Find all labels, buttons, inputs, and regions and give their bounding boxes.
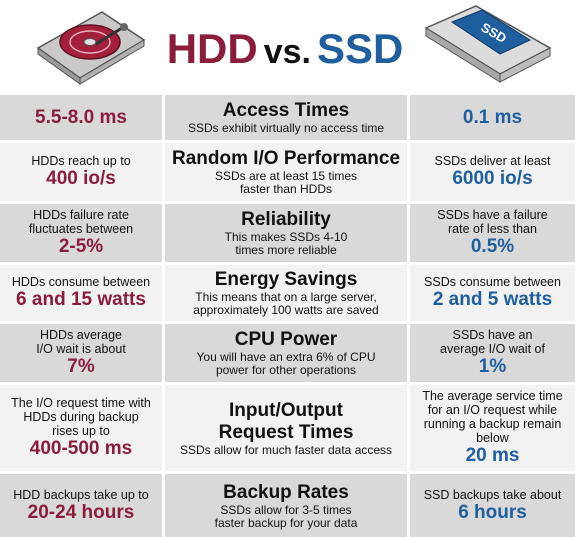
ssd-note: SSDs have an average I/O wait of (440, 328, 545, 356)
metric-title: Random I/O Performance (171, 148, 401, 169)
table-row: HDDs consume between 6 and 15 watts Ener… (0, 262, 575, 321)
metric-cell: Energy Savings This means that on a larg… (165, 265, 410, 321)
hdd-value: 2-5% (58, 236, 104, 257)
hdd-value: 7% (67, 356, 95, 377)
table-row: 5.5-8.0 ms Access Times SSDs exhibit vir… (0, 92, 575, 140)
metric-description: This makes SSDs 4-10 times more reliable (224, 230, 348, 257)
ssd-note: The average service time for an I/O requ… (422, 389, 563, 445)
metric-title: Input/Output Request Times (218, 399, 354, 443)
hdd-value: 400-500 ms (29, 438, 133, 459)
metric-description: You will have an extra 6% of CPU power f… (196, 350, 376, 377)
ssd-value: 6000 io/s (452, 168, 533, 189)
ssd-note: SSDs deliver at least (434, 154, 551, 168)
hdd-value: 5.5-8.0 ms (35, 106, 127, 128)
hdd-note: HDDs reach up to (31, 154, 131, 168)
ssd-value: 0.1 ms (462, 106, 523, 128)
metric-description: SSDs are at least 15 times faster than H… (214, 169, 358, 196)
hdd-cell: HDD backups take up to 20-24 hours (0, 474, 165, 537)
ssd-note: SSD backups take about (423, 487, 562, 502)
metric-cell: Backup Rates SSDs allow for 3-5 times fa… (165, 474, 410, 537)
ssd-value: 2 and 5 watts (432, 289, 553, 310)
ssd-cell: 0.1 ms (410, 95, 575, 140)
ssd-value: 6 hours (458, 501, 527, 523)
hdd-cell: HDDs reach up to 400 io/s (0, 143, 165, 201)
table-row: HDDs reach up to 400 io/s Random I/O Per… (0, 140, 575, 201)
hdd-note: HDD backups take up to (13, 487, 149, 502)
ssd-note: SSDs consume between (424, 275, 561, 289)
ssd-illustration-icon: SSD (424, 5, 552, 83)
hdd-note: HDDs average I/O wait is about (36, 328, 126, 356)
hdd-note: HDDs consume between (11, 275, 151, 289)
metric-cell: Random I/O Performance SSDs are at least… (165, 143, 410, 201)
hdd-cell: 5.5-8.0 ms (0, 95, 165, 140)
hdd-value: 20-24 hours (27, 501, 135, 523)
ssd-cell: SSDs have an average I/O wait of 1% (410, 324, 575, 382)
ssd-value: 0.5% (470, 236, 515, 257)
header: HDD vs. SSD SSD (0, 0, 575, 92)
table-row: HDD backups take up to 20-24 hours Backu… (0, 471, 575, 537)
metric-cell: Access Times SSDs exhibit virtually no a… (165, 95, 410, 140)
metric-title: Energy Savings (214, 269, 358, 290)
hdd-cell: HDDs average I/O wait is about 7% (0, 324, 165, 382)
metric-cell: Input/Output Request Times SSDs allow fo… (165, 385, 410, 471)
metric-description: SSDs allow for 3-5 times faster backup f… (214, 502, 358, 530)
ssd-cell: SSDs deliver at least 6000 io/s (410, 143, 575, 201)
page-title: HDD vs. SSD (150, 24, 420, 74)
ssd-cell: SSDs consume between 2 and 5 watts (410, 265, 575, 321)
table-row: The I/O request time with HDDs during ba… (0, 382, 575, 471)
ssd-cell: The average service time for an I/O requ… (410, 385, 575, 471)
metric-description: This means that on a large server, appro… (193, 290, 379, 317)
metric-title: Reliability (241, 209, 331, 230)
metric-cell: Reliability This makes SSDs 4-10 times m… (165, 204, 410, 262)
hdd-note: HDDs failure rate fluctuates between (28, 208, 134, 236)
hdd-cell: HDDs consume between 6 and 15 watts (0, 265, 165, 321)
title-vs: vs. (263, 33, 311, 71)
table-row: HDDs failure rate fluctuates between 2-5… (0, 201, 575, 262)
table-row: HDDs average I/O wait is about 7% CPU Po… (0, 321, 575, 382)
metric-description: SSDs exhibit virtually no access time (187, 121, 385, 135)
comparison-table: 5.5-8.0 ms Access Times SSDs exhibit vir… (0, 92, 575, 537)
hdd-cell: The I/O request time with HDDs during ba… (0, 385, 165, 471)
metric-description: SSDs allow for much faster data access (179, 442, 393, 457)
metric-title: Backup Rates (223, 481, 349, 503)
hdd-value: 400 io/s (46, 168, 116, 189)
metric-cell: CPU Power You will have an extra 6% of C… (165, 324, 410, 382)
title-ssd: SSD (316, 25, 404, 72)
ssd-value: 20 ms (465, 445, 520, 466)
hdd-note: The I/O request time with HDDs during ba… (11, 396, 151, 438)
metric-title: Access Times (222, 100, 350, 121)
ssd-cell: SSD backups take about 6 hours (410, 474, 575, 537)
hdd-cell: HDDs failure rate fluctuates between 2-5… (0, 204, 165, 262)
hdd-value: 6 and 15 watts (16, 289, 146, 310)
ssd-cell: SSDs have a failure rate of less than 0.… (410, 204, 575, 262)
title-hdd: HDD (166, 25, 258, 72)
ssd-note: SSDs have a failure rate of less than (437, 208, 548, 236)
ssd-value: 1% (478, 356, 507, 377)
metric-title: CPU Power (234, 329, 338, 350)
hdd-illustration-icon (36, 11, 146, 85)
